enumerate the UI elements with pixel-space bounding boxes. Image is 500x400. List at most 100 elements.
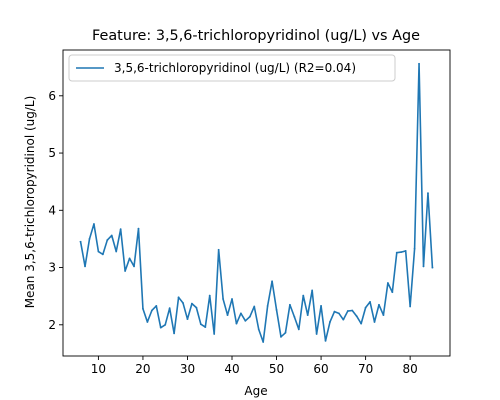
x-tick-label: 60 [313,362,328,376]
x-tick-label: 70 [358,362,373,376]
data-point [217,248,220,251]
x-tick-label: 80 [403,362,418,376]
data-point [324,339,327,342]
x-tick-label: 30 [180,362,195,376]
data-point [311,289,314,292]
data-point [351,309,354,312]
data-point [400,251,403,253]
data-point [404,250,407,252]
data-point [257,328,260,331]
data-point [240,312,242,315]
data-point [115,250,118,253]
data-point [306,314,309,316]
data-point [275,309,278,311]
data-point [262,341,265,343]
data-point [418,62,420,65]
data-point [360,322,363,325]
data-point [346,310,349,312]
data-point [191,302,193,305]
data-point [226,314,229,316]
data-point [199,323,202,326]
data-point [413,247,416,250]
data-point [177,296,180,299]
y-tick-label: 6 [48,89,56,103]
data-point [253,305,256,308]
data-point [422,265,425,268]
data-point [266,305,269,307]
data-point [382,314,385,316]
data-point [337,312,340,315]
series-line-0 [79,62,434,343]
data-point [173,332,176,335]
data-point [427,192,429,195]
data-point [124,270,127,272]
data-point [84,265,86,268]
data-point [329,321,331,323]
data-point [284,331,287,334]
data-point [373,321,376,323]
data-point [142,307,144,310]
x-tick-label: 40 [224,362,239,376]
data-point [208,294,211,297]
data-point [248,315,251,318]
data-point [369,301,371,303]
data-point [182,302,184,304]
y-tick-label: 5 [48,146,56,160]
y-tick-label: 2 [48,318,56,332]
data-point [213,333,216,335]
data-point [409,305,412,308]
data-point [146,321,149,323]
data-point [386,282,389,284]
data-point [204,326,207,328]
data-point [186,318,189,320]
legend-label: 3,5,6-trichloropyridinol (ug/L) (R2=0.04… [114,61,356,75]
data-point [293,315,296,318]
legend-box [68,54,396,82]
x-tick-label: 10 [91,362,106,376]
data-point [289,303,291,306]
data-point [222,298,225,300]
data-point [79,240,82,243]
data-point [119,228,122,231]
data-point [320,305,322,307]
data-point [231,298,233,300]
data-point [297,328,300,331]
data-point [97,250,100,253]
plot-area: 10 20 30 40 50 60 70 80 2 3 4 5 6 [48,49,451,376]
data-point [378,303,380,306]
data-point [168,307,171,310]
data-point [355,315,358,318]
data-point [110,234,113,237]
x-tick-label: 50 [269,362,284,376]
x-axis-label: Age [244,384,267,398]
data-point [431,266,434,269]
data-point [137,227,140,230]
data-point [164,323,167,326]
data-point [391,291,394,294]
data-point [364,306,367,309]
data-point [93,223,95,225]
data-point [271,280,273,283]
x-tick-label: 20 [135,362,150,376]
data-point [280,335,282,338]
y-tick-label: 4 [48,203,56,217]
data-point [195,306,198,309]
data-point [342,318,345,321]
data-point [128,257,131,260]
data-point [315,333,318,335]
data-point [244,319,247,322]
data-point [88,238,91,240]
data-point [155,305,158,307]
data-point [395,251,398,254]
legend: 3,5,6-trichloropyridinol (ug/L) (R2=0.04… [68,54,396,82]
data-point [235,322,238,325]
data-point [159,326,162,329]
y-tick-label: 3 [48,261,56,275]
data-point [101,253,104,256]
axes-frame [62,49,451,357]
data-point [133,265,135,268]
data-point [106,239,109,241]
chart-title: Feature: 3,5,6-trichloropyridinol (ug/L)… [92,28,420,44]
y-axis-label: Mean 3,5,6-trichloropyridinol (ug/L) [23,96,37,309]
